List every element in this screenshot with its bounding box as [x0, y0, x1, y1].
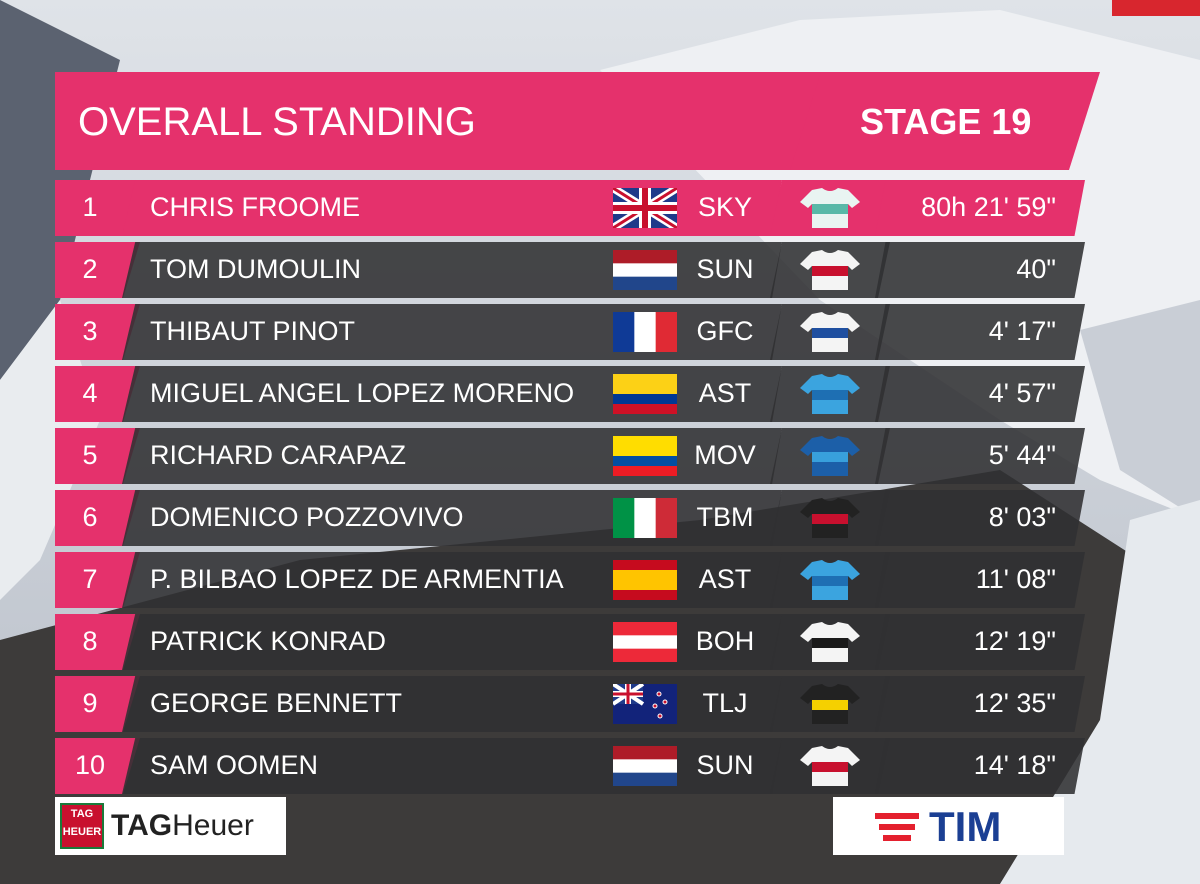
tim-mark — [875, 813, 919, 841]
rider-name: DOMENICO POZZOVIVO — [150, 502, 464, 532]
time-box — [875, 738, 1085, 794]
header-bar — [55, 72, 822, 170]
jersey — [800, 312, 860, 352]
time-box — [875, 366, 1085, 422]
rider-name: SAM OOMEN — [150, 750, 319, 780]
team: SUN — [696, 254, 754, 284]
team: AST — [698, 378, 752, 408]
rank: 3 — [82, 316, 98, 346]
time: 8' 03" — [988, 502, 1056, 532]
logo-light: Heuer — [172, 809, 254, 842]
tagheuer-logo: TAG HEUER TAGHeuer — [55, 797, 286, 855]
rider-name: TOM DUMOULIN — [150, 254, 362, 284]
flag — [613, 312, 678, 352]
team: AST — [698, 564, 752, 594]
tim: TIM — [929, 803, 1002, 850]
flag — [613, 622, 677, 663]
jersey — [800, 498, 860, 538]
flag — [613, 250, 677, 291]
tim-logo: TIM — [833, 797, 1064, 855]
team: TBM — [696, 502, 754, 532]
rank: 9 — [82, 688, 98, 718]
flag — [613, 374, 677, 414]
team: SKY — [697, 192, 753, 222]
flag — [610, 184, 680, 232]
rank: 8 — [82, 626, 98, 656]
title: OVERALL STANDING — [78, 100, 476, 144]
rank: 10 — [74, 750, 106, 780]
rank: 7 — [82, 564, 98, 594]
rider-name: CHRIS FROOME — [150, 192, 361, 222]
time: 4' 17" — [988, 316, 1056, 346]
jersey — [800, 188, 860, 228]
badge-top: TAG — [70, 808, 94, 820]
time-box — [875, 490, 1085, 546]
time-box — [875, 242, 1085, 298]
flag — [613, 746, 677, 787]
flag — [613, 560, 677, 600]
rider-name: P. BILBAO LOPEZ DE ARMENTIA — [150, 564, 564, 594]
time-box — [875, 552, 1085, 608]
badge-bottom: HEUER — [62, 826, 102, 838]
flag — [613, 498, 678, 538]
rider-name: MIGUEL ANGEL LOPEZ MORENO — [150, 378, 575, 408]
stage-box — [790, 72, 1100, 170]
time: 40" — [1016, 254, 1056, 284]
stage: STAGE 19 — [860, 101, 1032, 142]
logo-bold: TAG — [111, 809, 173, 842]
team: BOH — [695, 626, 755, 656]
jersey — [800, 374, 860, 414]
time: 80h 21' 59" — [921, 192, 1056, 222]
rider-name: RICHARD CARAPAZ — [150, 440, 407, 470]
team: MOV — [694, 440, 756, 470]
time: 11' 08" — [975, 564, 1056, 594]
rank: 1 — [82, 192, 98, 222]
time-box — [875, 428, 1085, 484]
rider-name: PATRICK KONRAD — [150, 626, 387, 656]
rank: 5 — [82, 440, 98, 470]
time: 5' 44" — [988, 440, 1056, 470]
flag — [613, 436, 677, 476]
rank: 2 — [82, 254, 98, 284]
time: 12' 19" — [973, 626, 1056, 656]
jersey — [800, 684, 860, 724]
jersey — [800, 746, 860, 786]
jersey — [800, 250, 860, 290]
rider-name: GEORGE BENNETT — [150, 688, 403, 718]
time-box — [875, 676, 1085, 732]
time: 14' 18" — [973, 750, 1056, 780]
time-box — [875, 180, 1085, 236]
team: SUN — [696, 750, 754, 780]
jersey — [800, 560, 860, 600]
time-box — [875, 304, 1085, 360]
jersey — [800, 436, 860, 476]
flag — [611, 682, 677, 724]
time: 4' 57" — [988, 378, 1056, 408]
rank: 6 — [82, 502, 98, 532]
time-box — [875, 614, 1085, 670]
jersey — [800, 622, 860, 662]
team: GFC — [696, 316, 754, 346]
time: 12' 35" — [973, 688, 1056, 718]
rank: 4 — [82, 378, 98, 408]
team: TLJ — [702, 688, 748, 718]
rider-name: THIBAUT PINOT — [150, 316, 356, 346]
